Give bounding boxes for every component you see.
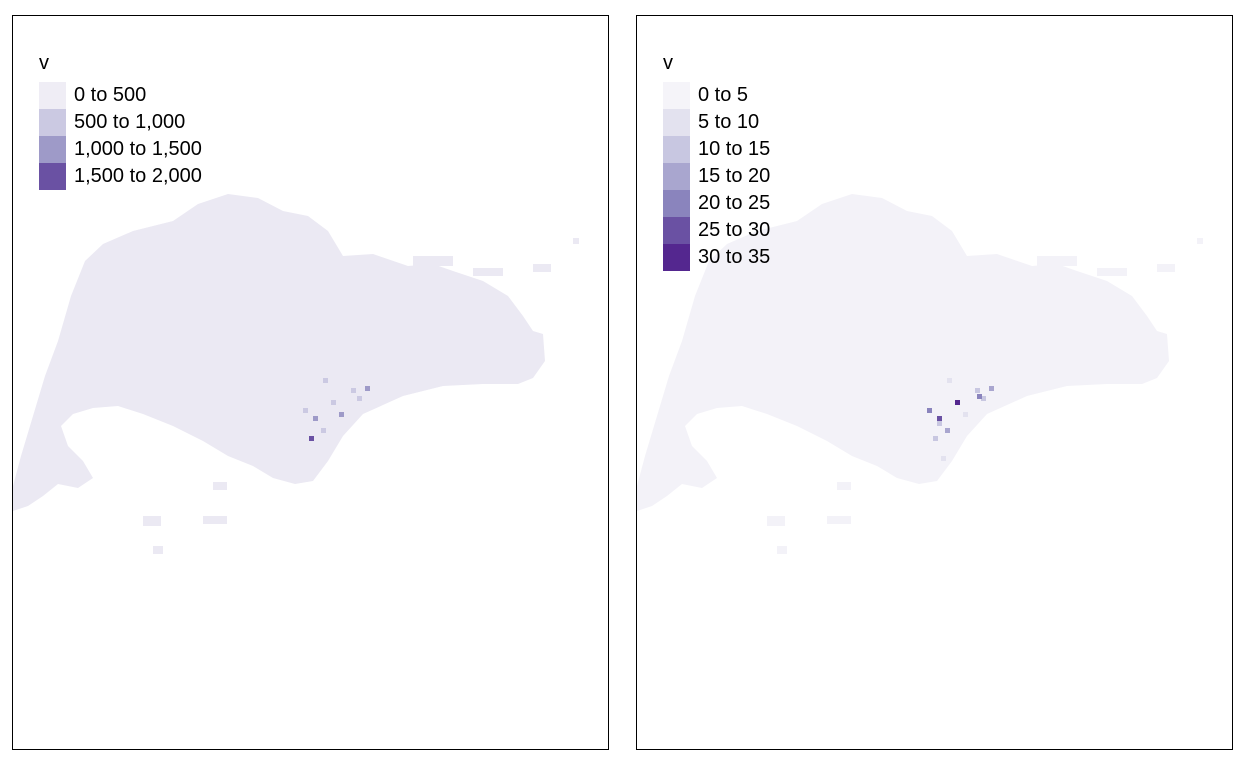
legend-swatch (39, 136, 66, 163)
legend-title: v (663, 52, 673, 74)
islet (533, 264, 551, 272)
land-area (637, 194, 1169, 511)
legend-item: 500 to 1,000 (39, 109, 202, 136)
legend-swatch (663, 190, 690, 217)
legend-item: 0 to 500 (39, 82, 202, 109)
legend-item: 15 to 20 (663, 163, 770, 190)
legend-title: v (39, 52, 49, 74)
legend-label: 30 to 35 (698, 246, 771, 268)
legend-label: 20 to 25 (698, 192, 771, 214)
raster-cell (323, 378, 328, 383)
legend-swatch (663, 136, 690, 163)
legend-item: 25 to 30 (663, 217, 770, 244)
raster-map-left (13, 194, 579, 554)
legend-label: 10 to 15 (698, 138, 771, 160)
raster-cell (975, 388, 980, 393)
legend-item: 1,500 to 2,000 (39, 163, 202, 190)
legend-label: 15 to 20 (698, 165, 771, 187)
islet (1097, 268, 1127, 276)
islet (1157, 264, 1175, 272)
islet (413, 256, 453, 266)
legend-label: 1,500 to 2,000 (74, 165, 202, 187)
raster-cell (331, 400, 336, 405)
legend-swatch (39, 109, 66, 136)
legend-swatch (663, 163, 690, 190)
map-panel-left: v 0 to 500 500 to 1,000 1,000 to 1,500 1… (12, 15, 609, 750)
legend-right: v 0 to 5 5 to 10 10 to 15 15 to 20 20 to… (663, 52, 770, 271)
raster-cell (963, 412, 968, 417)
legend-label: 25 to 30 (698, 219, 771, 241)
raster-cell (313, 416, 318, 421)
islet (1197, 238, 1203, 244)
islet (827, 516, 851, 524)
raster-cell (365, 386, 370, 391)
legend-swatch (663, 244, 690, 271)
raster-cell (955, 400, 960, 405)
islet (1037, 256, 1077, 266)
legend-label: 1,000 to 1,500 (74, 138, 202, 160)
raster-cell (351, 388, 356, 393)
legend-swatch (663, 217, 690, 244)
raster-cell (339, 412, 344, 417)
islet (153, 546, 163, 554)
islet (573, 238, 579, 244)
raster-map-right (637, 194, 1203, 554)
legend-swatch (663, 82, 690, 109)
raster-cell (981, 396, 986, 401)
islet (203, 516, 227, 524)
legend-item: 1,000 to 1,500 (39, 136, 202, 163)
islet (837, 482, 851, 490)
legend-swatch (39, 82, 66, 109)
islet (473, 268, 503, 276)
raster-cell (977, 394, 982, 399)
raster-cell (927, 408, 932, 413)
land-area (13, 194, 545, 511)
legend-item: 0 to 5 (663, 82, 770, 109)
raster-cell (357, 396, 362, 401)
legend-item: 20 to 25 (663, 190, 770, 217)
raster-cell (303, 408, 308, 413)
raster-cell (937, 416, 942, 421)
raster-cell (321, 428, 326, 433)
legend-item: 30 to 35 (663, 244, 770, 271)
legend-label: 0 to 500 (74, 84, 147, 106)
legend-label: 500 to 1,000 (74, 111, 186, 133)
legend-left: v 0 to 500 500 to 1,000 1,000 to 1,500 1… (39, 52, 202, 190)
raster-cell (945, 428, 950, 433)
map-panel-right: v 0 to 5 5 to 10 10 to 15 15 to 20 20 to… (636, 15, 1233, 750)
legend-item: 5 to 10 (663, 109, 770, 136)
raster-cell (309, 436, 314, 441)
legend-swatch (663, 109, 690, 136)
raster-cell (989, 386, 994, 391)
raster-cell (937, 421, 942, 426)
raster-cell (933, 436, 938, 441)
legend-item: 10 to 15 (663, 136, 770, 163)
legend-swatch (39, 163, 66, 190)
islet (767, 516, 785, 526)
islet (288, 441, 308, 451)
islet (143, 516, 161, 526)
raster-cell (947, 378, 952, 383)
legend-label: 5 to 10 (698, 111, 760, 133)
islet (777, 546, 787, 554)
raster-cell (941, 456, 946, 461)
islet (912, 441, 932, 451)
legend-label: 0 to 5 (698, 84, 749, 106)
islet (213, 482, 227, 490)
